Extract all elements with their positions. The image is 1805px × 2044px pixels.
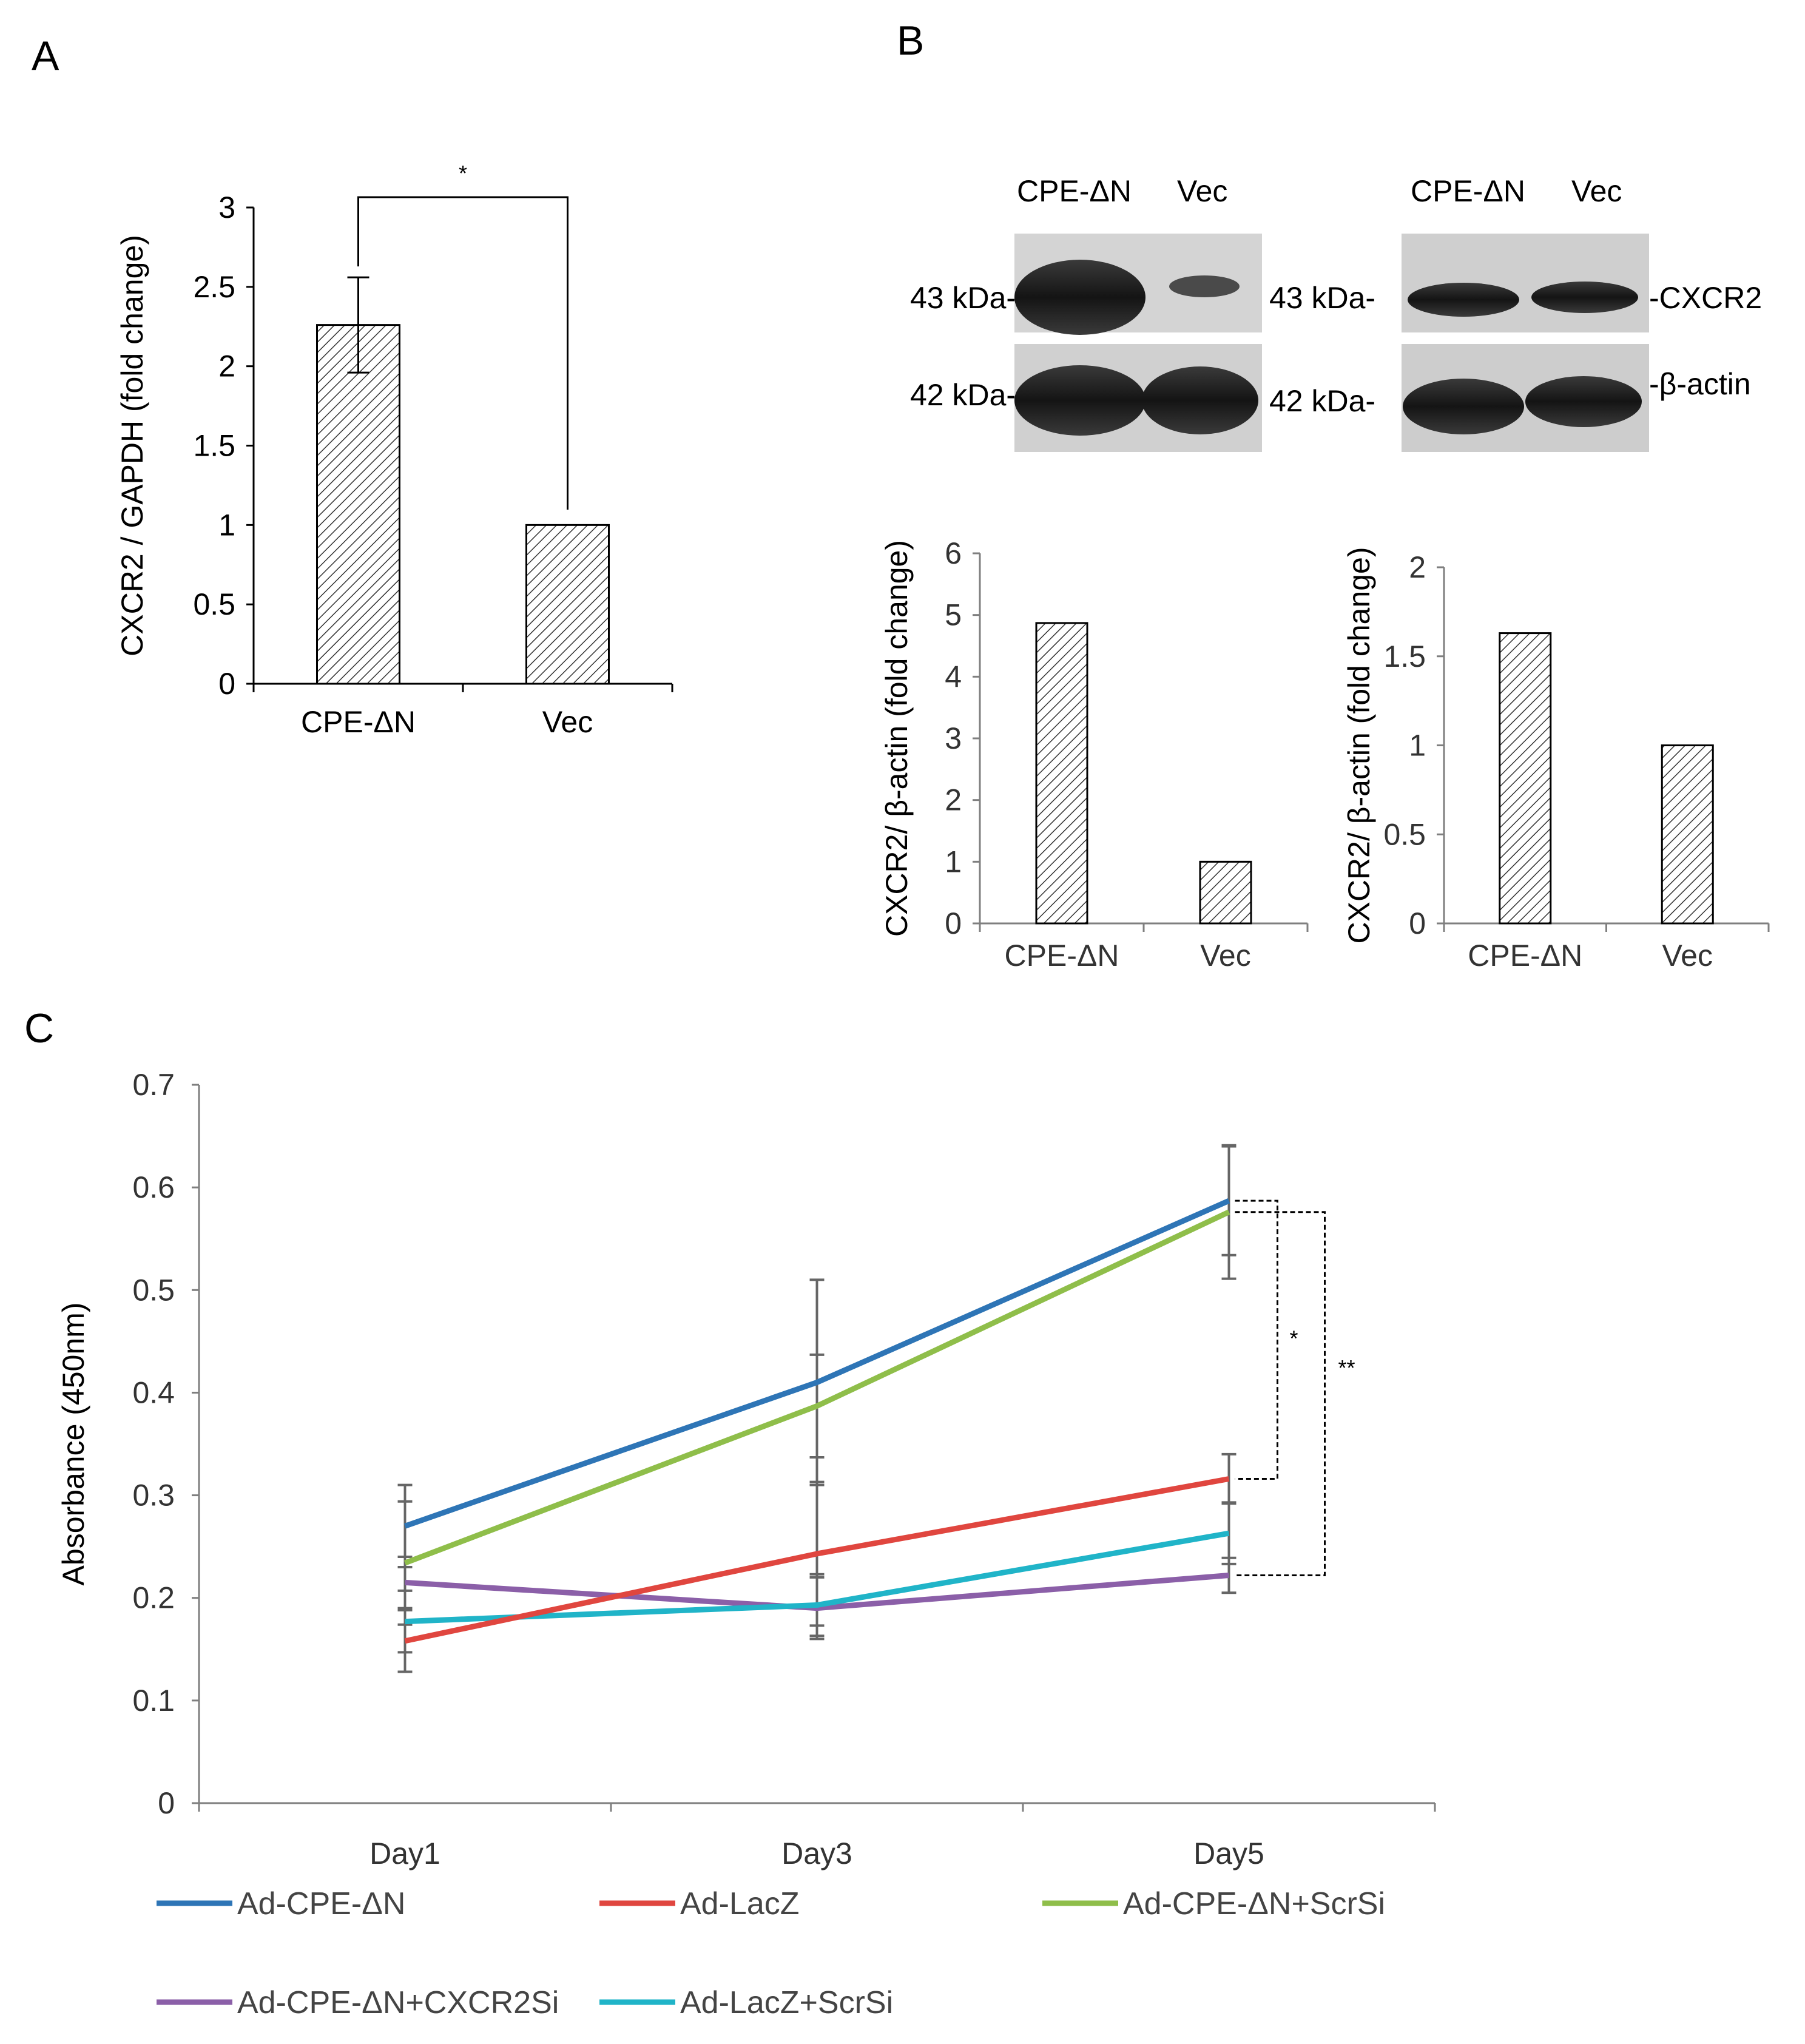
bar-chart-b1: 0 1 2 3 4 5 6 CPE-ΔN Vec CXCR2/ β-actin (fold cha… <box>880 536 1309 973</box>
chart-b2-y-axis-title: CXCR2/ β-actin (fold change) <box>1342 547 1376 943</box>
blot-left-lane1-label: CPE-ΔN <box>1017 174 1132 208</box>
chart-b1-y-tick-label: 3 <box>945 721 962 755</box>
chart-c-y-tick-label: 0.6 <box>132 1170 175 1204</box>
chart-c-y-tick-label: 0.1 <box>132 1684 175 1718</box>
chart-c-y-axis-title: Absorbance (450nm) <box>56 1303 90 1586</box>
blot-right-actin-band-lane2 <box>1525 376 1642 427</box>
chart-b1-bar <box>1199 860 1252 925</box>
blot-left-cxcr2-band-lane2 <box>1169 275 1240 297</box>
chart-b2-bar <box>1661 744 1714 925</box>
chart-b2-y-tick-label: 1.5 <box>1383 639 1426 673</box>
chart-a-category-label: Vec <box>542 705 593 739</box>
chart-b1-category-label: Vec <box>1200 939 1250 973</box>
chart-b1-category-label: CPE-ΔN <box>1005 939 1119 973</box>
chart-c-y-tick-label: 0.5 <box>132 1273 175 1307</box>
panel-label-a: A <box>32 33 59 79</box>
chart-b2-category-label: Vec <box>1662 939 1713 973</box>
chart-c-legend-label: Ad-CPE-ΔN <box>237 1886 405 1921</box>
blot-right-cxcr2-band-lane1 <box>1408 283 1519 317</box>
bar-chart-a: 0 0.5 1 1.5 2 2.5 3 CPE-ΔN Vec CXCR2 / GAPDH (fol… <box>115 161 673 739</box>
western-blot-left: CPE-ΔN Vec 43 kDa- 42 kDa- <box>910 174 1262 452</box>
chart-b1-y-tick-label: 6 <box>945 536 962 570</box>
chart-b2-category-label: CPE-ΔN <box>1468 939 1582 973</box>
chart-c-category-label: Day5 <box>1193 1837 1264 1870</box>
blot-left-mw-bottom: 42 kDa- <box>910 378 1016 412</box>
chart-a-y-tick-label: 3 <box>218 191 235 224</box>
blot-right-actin-band-lane1 <box>1403 379 1524 434</box>
chart-a-significance-label: * <box>459 161 467 186</box>
chart-c-series-line-cyan <box>405 1530 1230 1625</box>
chart-b1-y-tick-label: 1 <box>945 845 962 879</box>
chart-c-y-tick-label: 0.7 <box>132 1068 175 1102</box>
blot-left-cxcr2-band-lane1 <box>1014 260 1145 335</box>
chart-b2-y-tick-label: 2 <box>1409 550 1426 584</box>
chart-c-y-tick-label: 0 <box>158 1786 175 1820</box>
chart-c-significance-bracket-2 <box>1235 1211 1326 1576</box>
blot-right-band-actin-label: -β-actin <box>1649 367 1751 401</box>
blot-left-lane2-label: Vec <box>1177 174 1227 208</box>
chart-a-y-tick-label: 1.5 <box>193 429 235 463</box>
chart-a-bar <box>525 524 610 685</box>
chart-c-y-tick-label: 0.4 <box>132 1375 175 1409</box>
blot-right-band-cxcr2-label: -CXCR2 <box>1649 281 1762 315</box>
chart-b2-bar <box>1499 632 1552 925</box>
blot-left-actin-band-lane1 <box>1014 365 1145 436</box>
line-chart-c: 0 0.1 0.2 0.3 0.4 0.5 0.6 0.7 Day1 Day3 Day5 Absorb… <box>56 1068 1436 1870</box>
chart-a-y-tick-label: 2 <box>218 349 235 383</box>
chart-b1-y-tick-label: 0 <box>945 906 962 940</box>
chart-a-y-axis-title: CXCR2 / GAPDH (fold change) <box>115 235 149 656</box>
chart-b1-y-tick-label: 4 <box>945 659 962 693</box>
panel-label-b: B <box>897 18 924 64</box>
chart-c-series-line-green <box>403 1209 1230 1566</box>
chart-c-significance-label-1: * <box>1290 1326 1298 1351</box>
chart-c-significance-bracket-1 <box>1235 1199 1278 1480</box>
blot-right-cxcr2-band-lane2 <box>1531 282 1638 313</box>
chart-c-series-line-red <box>404 1476 1230 1644</box>
chart-c-category-label: Day3 <box>781 1837 852 1870</box>
chart-b1-bar <box>1035 622 1088 925</box>
western-blot-right: CPE-ΔN Vec 43 kDa- 42 kDa- -CXCR2 -β-act… <box>1269 174 1762 452</box>
chart-c-series-line-blue <box>404 1198 1230 1529</box>
chart-b1-y-tick-label: 2 <box>945 783 962 817</box>
chart-c-y-tick-label: 0.3 <box>132 1479 175 1513</box>
blot-right-lane1-label: CPE-ΔN <box>1411 174 1525 208</box>
chart-c-series-line-purple <box>405 1573 1229 1611</box>
chart-a-significance-bracket <box>357 196 568 510</box>
chart-c-legend: Ad-CPE-ΔN Ad-LacZ Ad-CPE-ΔN+ScrSi Ad-CPE-ΔN… <box>157 1886 1385 2020</box>
panel-label-c: C <box>24 1005 54 1051</box>
chart-a-bar <box>316 324 400 685</box>
chart-c-y-tick-label: 0.2 <box>132 1581 175 1615</box>
chart-c-significance-label-2: ** <box>1338 1355 1355 1380</box>
chart-c-legend-label: Ad-LacZ+ScrSi <box>680 1985 893 2020</box>
chart-c-category-label: Day1 <box>369 1837 440 1870</box>
blot-right-mw-bottom: 42 kDa- <box>1269 384 1375 418</box>
chart-b1-y-tick-label: 5 <box>945 598 962 632</box>
chart-b2-y-tick-label: 1 <box>1409 729 1426 763</box>
chart-a-category-label: CPE-ΔN <box>301 705 416 739</box>
blot-right-lane2-label: Vec <box>1571 174 1622 208</box>
chart-a-y-tick-label: 2.5 <box>193 270 235 304</box>
chart-c-legend-label: Ad-LacZ <box>680 1886 800 1921</box>
chart-b1-y-axis-title: CXCR2/ β-actin (fold change) <box>880 540 914 937</box>
chart-b2-y-tick-label: 0.5 <box>1383 817 1426 851</box>
chart-c-legend-label: Ad-CPE-ΔN+ScrSi <box>1123 1886 1385 1921</box>
blot-right-cxcr2-membrane <box>1402 234 1649 332</box>
blot-left-mw-top: 43 kDa- <box>910 281 1016 315</box>
chart-a-y-tick-label: 1 <box>218 508 235 542</box>
blot-right-mw-top: 43 kDa- <box>1269 281 1375 315</box>
chart-a-y-tick-label: 0.5 <box>193 587 235 621</box>
chart-a-y-tick-label: 0 <box>218 667 235 701</box>
bar-chart-b2: 0 0.5 1 1.5 2 CPE-ΔN Vec CXCR2/ β-actin (fold c… <box>1342 547 1770 973</box>
chart-b2-y-tick-label: 0 <box>1409 906 1426 940</box>
blot-left-actin-band-lane2 <box>1142 366 1258 434</box>
chart-c-legend-label: Ad-CPE-ΔN+CXCR2Si <box>237 1985 559 2020</box>
